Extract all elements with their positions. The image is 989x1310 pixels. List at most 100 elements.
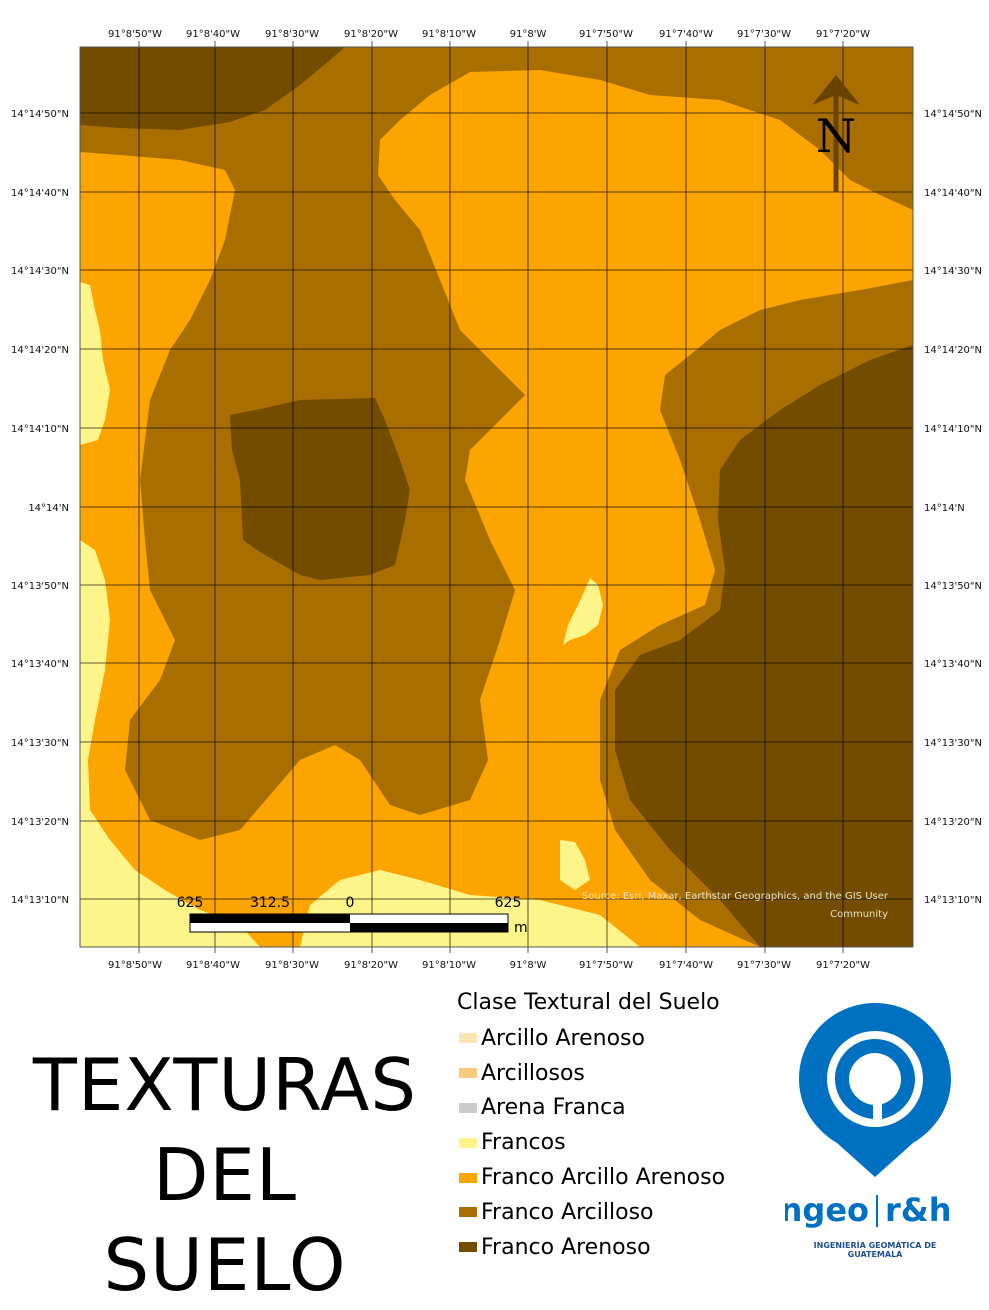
lon-label-top: 91°8'50"W (108, 29, 162, 40)
zone-franco-arcilloso-north (80, 47, 913, 840)
lon-label-bottom: 91°7'30"W (737, 960, 791, 971)
lat-label-right: 14°13'50"N (924, 581, 982, 592)
lat-label-left: 14°14'10"N (11, 424, 69, 435)
legend-item-franco-arenoso: Franco Arenoso (457, 1230, 777, 1265)
scale-label-625-left: 625 (177, 895, 204, 911)
lat-label-left: 14°14'20"N (11, 345, 69, 356)
location-pin-logo-icon: ingeo r&h (769, 1003, 951, 1229)
graticule (80, 47, 913, 947)
lon-label-top: 91°8'40"W (186, 29, 240, 40)
brand-left: ingeo (785, 1191, 869, 1229)
map-title: TEXTURAS DEL SUELO (20, 1040, 430, 1310)
lon-label-bottom: 91°8'10"W (422, 960, 476, 971)
lat-label-right: 14°14'20"N (924, 345, 982, 356)
lon-label-top: 91°7'20"W (816, 29, 870, 40)
scale-label-625-right: 625 (495, 895, 522, 911)
legend-label: Franco Arcillo Arenoso (481, 1165, 726, 1191)
title-line-2: DEL SUELO (103, 1133, 347, 1307)
lat-label-right: 14°14'10"N (924, 424, 982, 435)
zone-franco-arenoso-northwest (80, 47, 345, 130)
lat-label-right: 14°13'30"N (924, 738, 982, 749)
lat-label-left: 14°14'30"N (11, 266, 69, 277)
ingeo-logo: ingeo r&h INGENIERÍA GEOMÁTICA DE GUATEM… (769, 995, 965, 1260)
zone-francos-west-upper (80, 282, 110, 445)
legend-swatch (459, 1172, 477, 1183)
scale-label-312: 312.5 (250, 895, 290, 911)
latitude-labels-right: 14°14'50"N 14°14'40"N 14°14'30"N 14°14'2… (924, 109, 982, 906)
legend-swatch (459, 1207, 477, 1218)
legend-item-franco-arcillo-arenoso: Franco Arcillo Arenoso (457, 1160, 777, 1195)
source-line-2: Community (830, 909, 888, 920)
lon-label-top: 91°8'10"W (422, 29, 476, 40)
lon-label-bottom: 91°8'W (510, 960, 547, 971)
legend-label: Franco Arenoso (481, 1234, 651, 1260)
brand-right: r&h (885, 1191, 951, 1229)
lat-label-left: 14°14'40"N (11, 188, 69, 199)
legend-label: Arcillo Arenoso (481, 1025, 645, 1051)
latitude-labels-left: 14°14'50"N 14°14'40"N 14°14'30"N 14°14'2… (11, 109, 69, 906)
lon-label-bottom: 91°8'30"W (265, 960, 319, 971)
lon-label-top: 91°8'30"W (265, 29, 319, 40)
lat-label-left: 14°13'50"N (11, 581, 69, 592)
lon-label-top: 91°7'50"W (579, 29, 633, 40)
lat-label-right: 14°14'N (924, 503, 965, 514)
legend-item-francos: Francos (457, 1125, 777, 1160)
longitude-labels-top: 91°8'50"W 91°8'40"W 91°8'30"W 91°8'20"W … (108, 29, 870, 40)
soil-texture-map: N 625 312.5 0 625 m Source: Esri, Maxar,… (11, 29, 982, 971)
zone-francos-center-patch (563, 578, 603, 645)
legend-swatch (459, 1102, 477, 1113)
legend-item-arcillo-arenoso: Arcillo Arenoso (457, 1021, 777, 1056)
longitude-labels-bottom: 91°8'50"W 91°8'40"W 91°8'30"W 91°8'20"W … (108, 960, 870, 971)
lat-label-right: 14°13'40"N (924, 659, 982, 670)
source-line-1: Source: Esri, Maxar, Earthstar Geographi… (582, 891, 889, 902)
lat-label-left: 14°13'40"N (11, 659, 69, 670)
north-label: N (816, 109, 856, 163)
legend-label: Arcillosos (481, 1060, 585, 1086)
zone-franco-arenoso-east (615, 345, 913, 947)
legend-label: Franco Arcilloso (481, 1199, 654, 1225)
map-frame: N 625 312.5 0 625 m Source: Esri, Maxar,… (80, 47, 913, 947)
lon-label-top: 91°7'40"W (659, 29, 713, 40)
logo-subtitle: INGENIERÍA GEOMÁTICA DE GUATEMALA (813, 1241, 937, 1259)
legend-swatch (459, 1137, 477, 1148)
lon-label-bottom: 91°8'50"W (108, 960, 162, 971)
lon-label-bottom: 91°7'50"W (579, 960, 633, 971)
legend-item-franco-arcilloso: Franco Arcilloso (457, 1195, 777, 1230)
lon-label-top: 91°8'20"W (344, 29, 398, 40)
lon-label-top: 91°7'30"W (737, 29, 791, 40)
lon-label-bottom: 91°8'40"W (186, 960, 240, 971)
lon-label-bottom: 91°7'40"W (659, 960, 713, 971)
legend-swatch (459, 1068, 477, 1079)
lat-label-right: 14°13'20"N (924, 817, 982, 828)
legend: Clase Textural del Suelo Arcillo Arenoso… (457, 990, 777, 1265)
lon-label-bottom: 91°7'20"W (816, 960, 870, 971)
legend-item-arcillosos: Arcillosos (457, 1056, 777, 1091)
title-line-1: TEXTURAS (32, 1043, 418, 1127)
lon-label-top: 91°8'W (510, 29, 547, 40)
lat-label-right: 14°14'30"N (924, 266, 982, 277)
map-border (79, 46, 914, 948)
legend-swatch (459, 1033, 477, 1044)
lat-label-left: 14°13'30"N (11, 738, 69, 749)
zone-francos-southwest (80, 540, 260, 947)
lon-label-bottom: 91°8'20"W (344, 960, 398, 971)
lat-label-left: 14°13'20"N (11, 817, 69, 828)
north-arrow-icon: N (812, 75, 860, 192)
scale-label-0: 0 (346, 895, 355, 911)
legend-item-arena-franca: Arena Franca (457, 1091, 777, 1126)
lat-label-left: 14°14'N (28, 503, 69, 514)
legend-title: Clase Textural del Suelo (457, 990, 720, 1015)
legend-label: Arena Franca (481, 1095, 626, 1121)
scale-bar: 625 312.5 0 625 m (177, 895, 528, 936)
zone-francos-south-small (560, 840, 590, 890)
legend-swatch (459, 1242, 477, 1253)
lat-label-right: 14°14'50"N (924, 109, 982, 120)
lat-label-right: 14°13'10"N (924, 895, 982, 906)
lat-label-right: 14°14'40"N (924, 188, 982, 199)
zone-franco-arenoso-center (230, 398, 410, 580)
frame-ticks (138, 41, 844, 953)
scale-unit: m (514, 920, 528, 936)
lat-label-left: 14°13'10"N (11, 895, 69, 906)
lat-label-left: 14°14'50"N (11, 109, 69, 120)
legend-label: Francos (481, 1130, 566, 1156)
